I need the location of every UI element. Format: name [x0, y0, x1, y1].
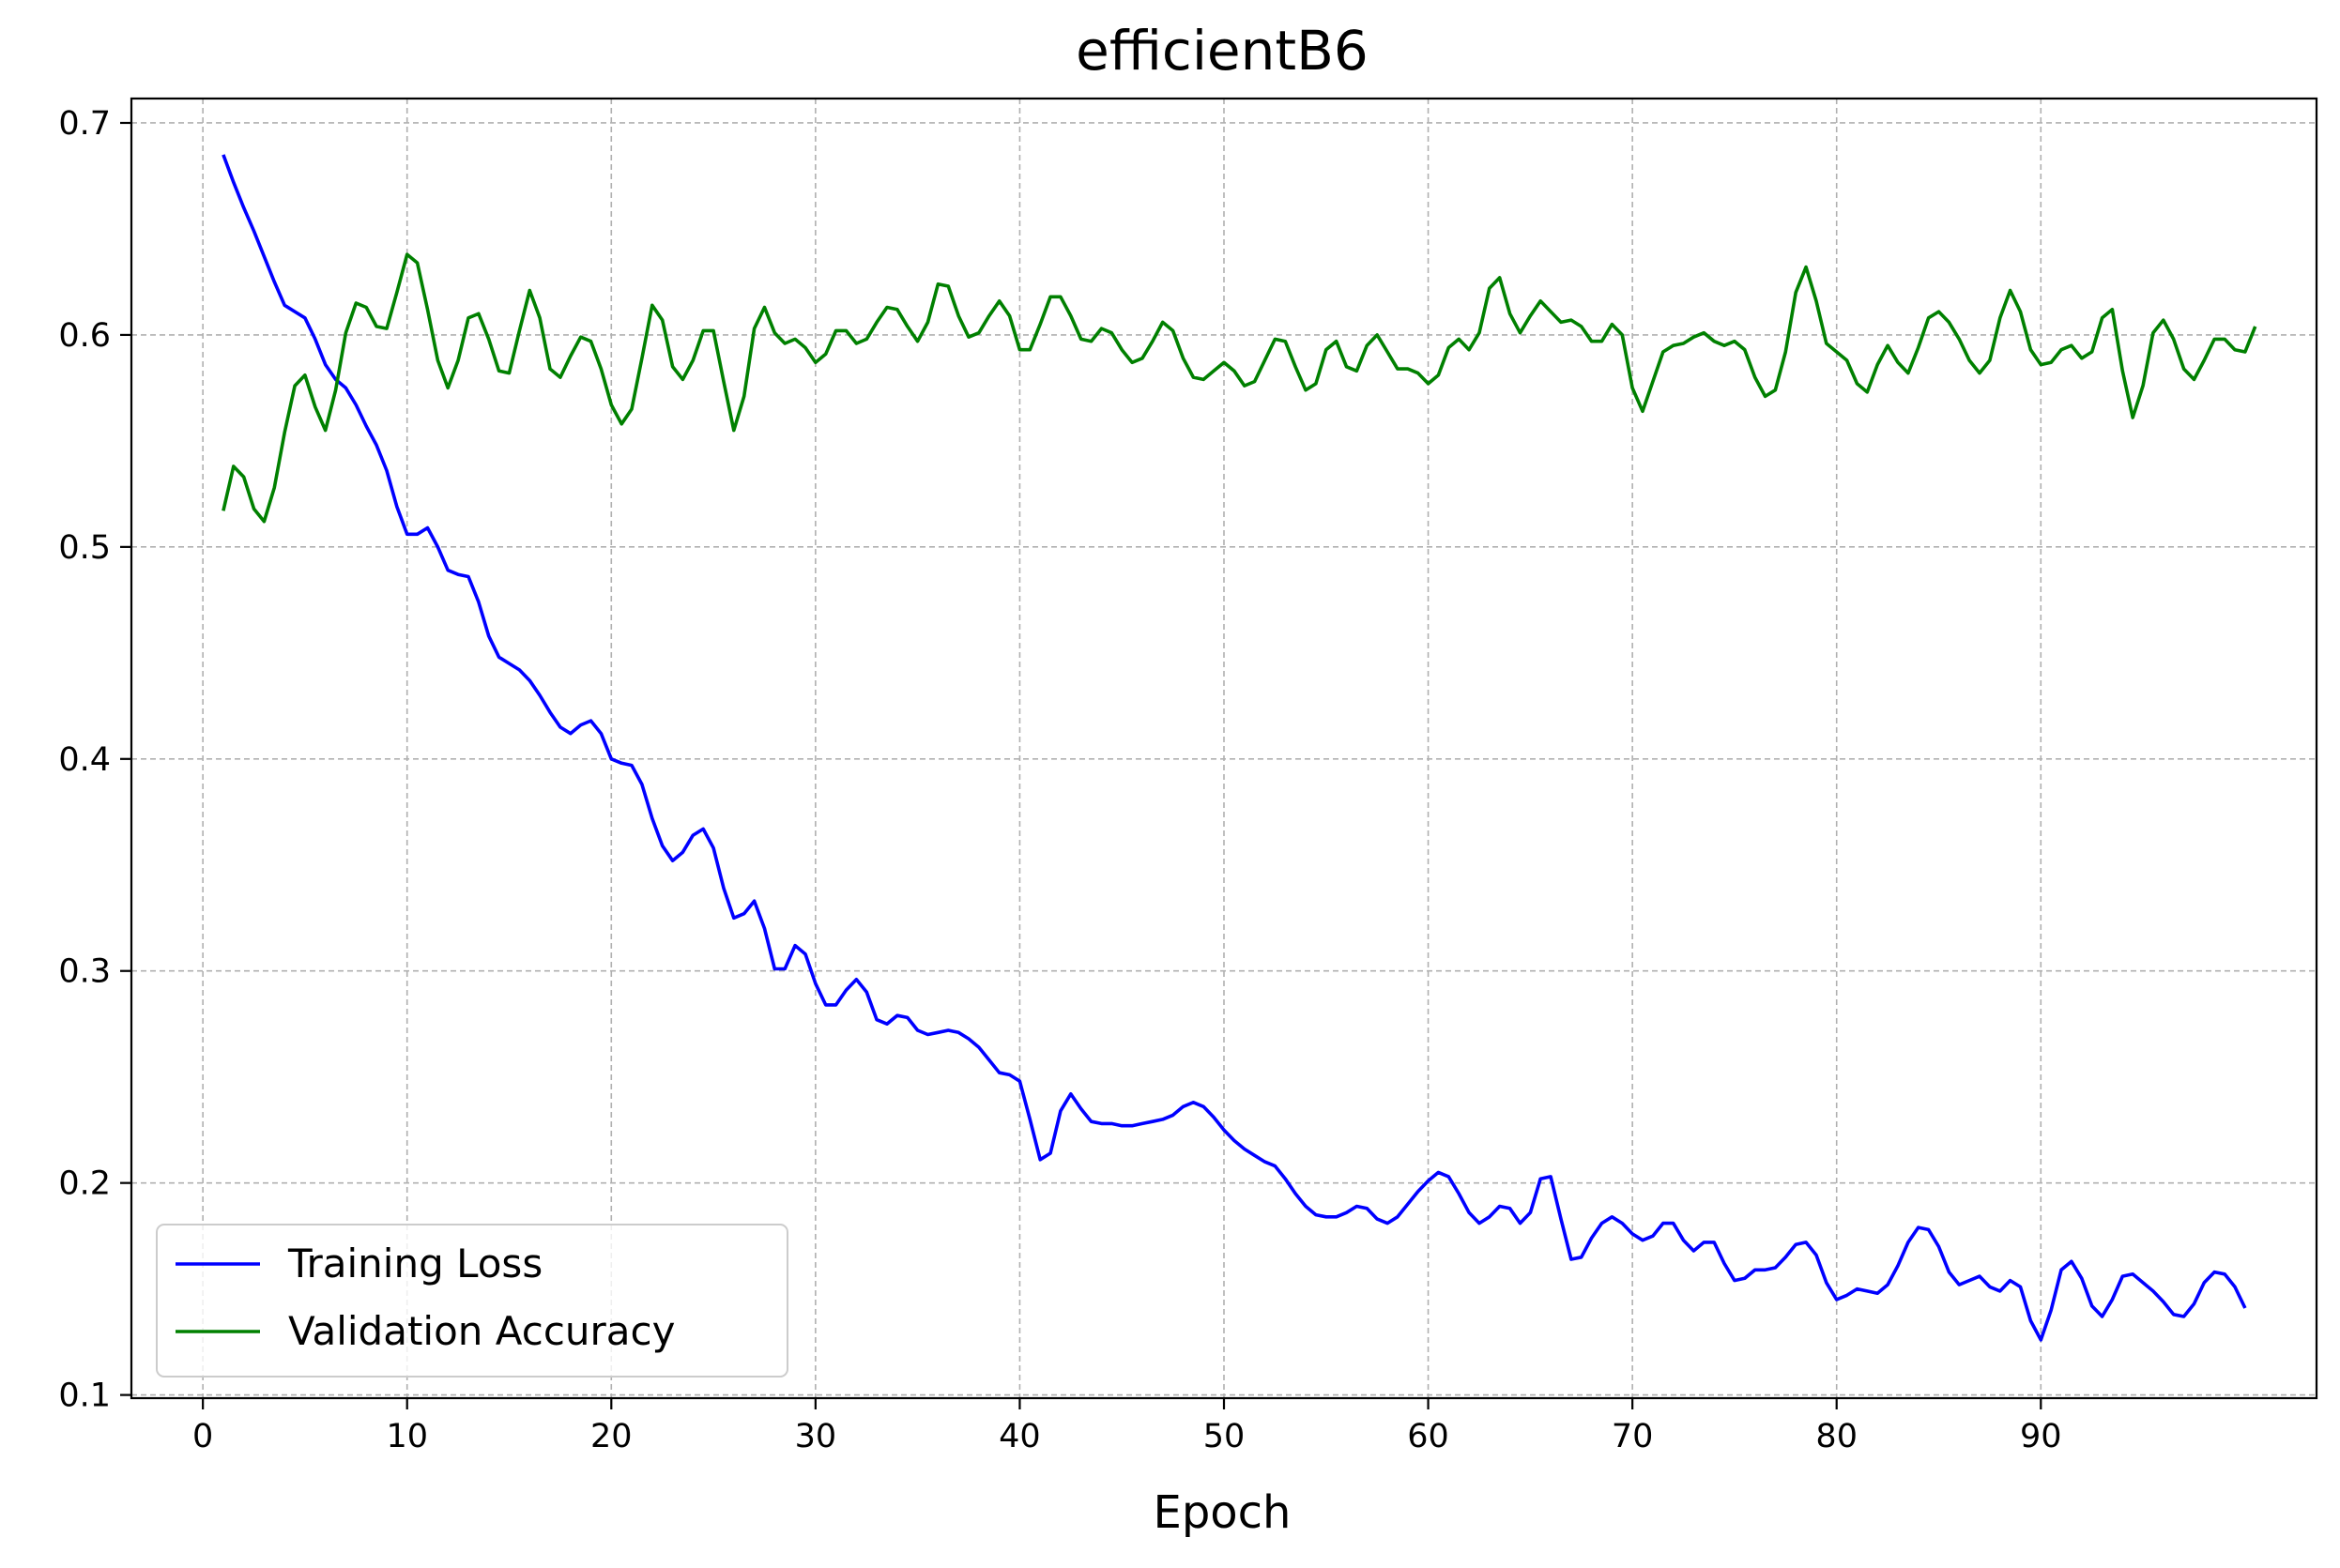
training-loss-line [222, 154, 2247, 1342]
y-tick-label: 0.3 [58, 953, 111, 991]
x-axis-title: Epoch [1154, 1486, 1292, 1539]
x-tick-label: 30 [795, 1418, 837, 1455]
legend-box [156, 1224, 788, 1378]
y-tick-label: 0.5 [58, 529, 111, 567]
grid-lines [131, 99, 2317, 1398]
x-tick-label: 20 [590, 1418, 633, 1455]
y-tick-label: 0.1 [58, 1378, 111, 1415]
chart-title: efficientB6 [1076, 19, 1369, 83]
x-tick-label: 70 [1612, 1418, 1654, 1455]
x-tick-label: 80 [1815, 1418, 1858, 1455]
y-tick-label: 0.6 [58, 317, 111, 355]
x-tick-label: 10 [386, 1418, 428, 1455]
axes: 0 10 20 30 40 50 60 70 80 90 0.1 0.2 0.3 0.4 0.5 0.6 0.7 [58, 105, 2061, 1455]
legend-label-validation-accuracy: Validation Accuracy [288, 1308, 676, 1354]
legend-label-training-loss: Training Loss [287, 1241, 543, 1286]
legend: Training Loss Validation Accuracy [156, 1224, 788, 1378]
validation-accuracy-line [222, 252, 2257, 524]
x-tick-label: 60 [1407, 1418, 1449, 1455]
y-tick-label: 0.2 [58, 1165, 111, 1203]
x-tick-label: 0 [192, 1418, 213, 1455]
x-tick-label: 90 [2020, 1418, 2062, 1455]
y-tick-label: 0.4 [58, 741, 111, 779]
x-tick-label: 50 [1203, 1418, 1246, 1455]
y-tick-label: 0.7 [58, 105, 111, 143]
x-tick-label: 40 [999, 1418, 1041, 1455]
data-series [222, 154, 2257, 1342]
